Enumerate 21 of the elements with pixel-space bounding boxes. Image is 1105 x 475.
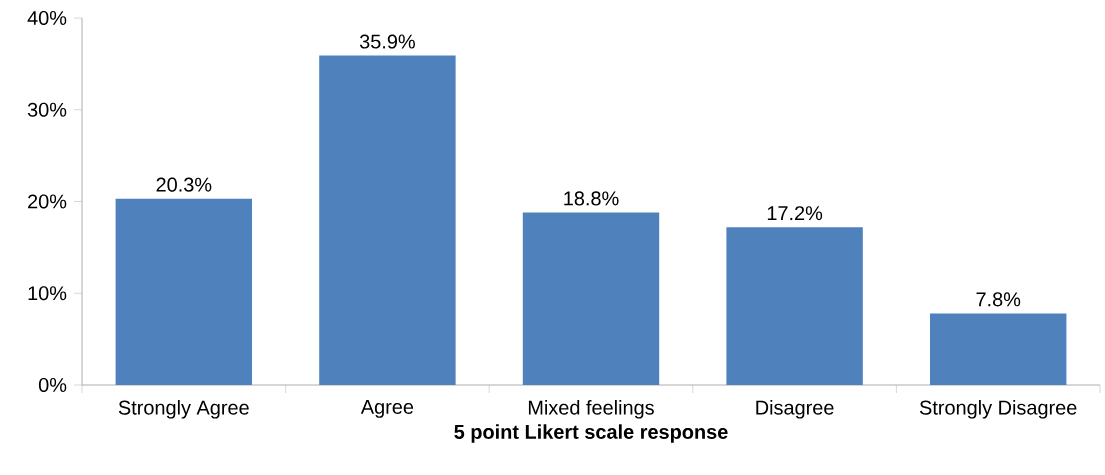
- data-label: 7.8%: [976, 292, 1021, 307]
- y-tick-label: 30%: [27, 102, 67, 117]
- y-tick-label: 20%: [28, 194, 67, 209]
- x-tick-label: Agree: [360, 400, 414, 418]
- x-tick-label: Strongly Agree: [118, 400, 249, 419]
- x-tick-label: Disagree: [756, 400, 834, 419]
- y-tick-label: 0%: [38, 377, 67, 393]
- data-label: 17.2%: [767, 206, 823, 221]
- bar: [522, 212, 660, 385]
- x-axis-title: 5 point Likert scale response: [454, 424, 728, 443]
- x-tick-label: Mixed feelings: [528, 400, 654, 419]
- x-tick-label: Strongly Disagree: [919, 400, 1077, 419]
- data-label: 20.3%: [156, 177, 212, 192]
- y-tick-label: 40%: [27, 10, 67, 26]
- bar: [726, 227, 863, 385]
- y-tick-label: 10%: [28, 286, 67, 301]
- data-label: 18.8%: [564, 191, 619, 206]
- bar: [115, 198, 253, 385]
- bar: [929, 313, 1067, 385]
- bar: [319, 55, 456, 385]
- data-label: 35.9%: [359, 34, 415, 49]
